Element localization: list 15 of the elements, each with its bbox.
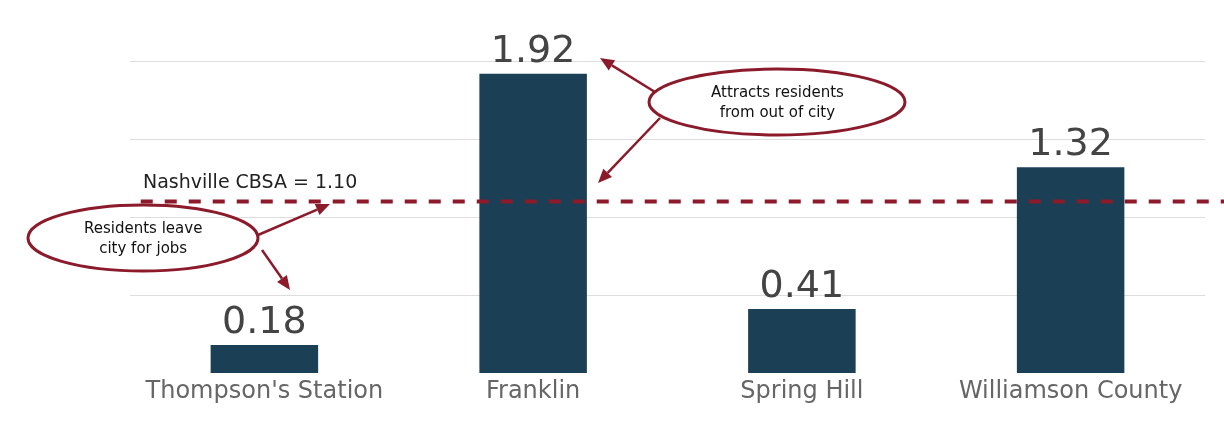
bar xyxy=(748,309,856,373)
data-label: 1.32 xyxy=(1028,120,1113,165)
data-label: 0.41 xyxy=(759,262,845,307)
bar xyxy=(210,344,319,373)
annotation: Attracts residents from out of city xyxy=(711,83,845,121)
bar xyxy=(479,73,587,373)
x-tick-label: Spring Hill xyxy=(740,376,864,404)
annotation: Residents leave city for jobs xyxy=(84,219,203,257)
x-tick-label: Williamson County xyxy=(958,376,1183,404)
data-label: 0.18 xyxy=(222,297,307,342)
x-tick-label: Thompson's Station xyxy=(144,376,384,404)
bar xyxy=(1016,167,1125,373)
x-tick-label: Franklin xyxy=(485,376,581,404)
ref-line-label: Nashville CBSA = 1.10 xyxy=(143,170,358,192)
data-label: 1.92 xyxy=(490,26,576,71)
